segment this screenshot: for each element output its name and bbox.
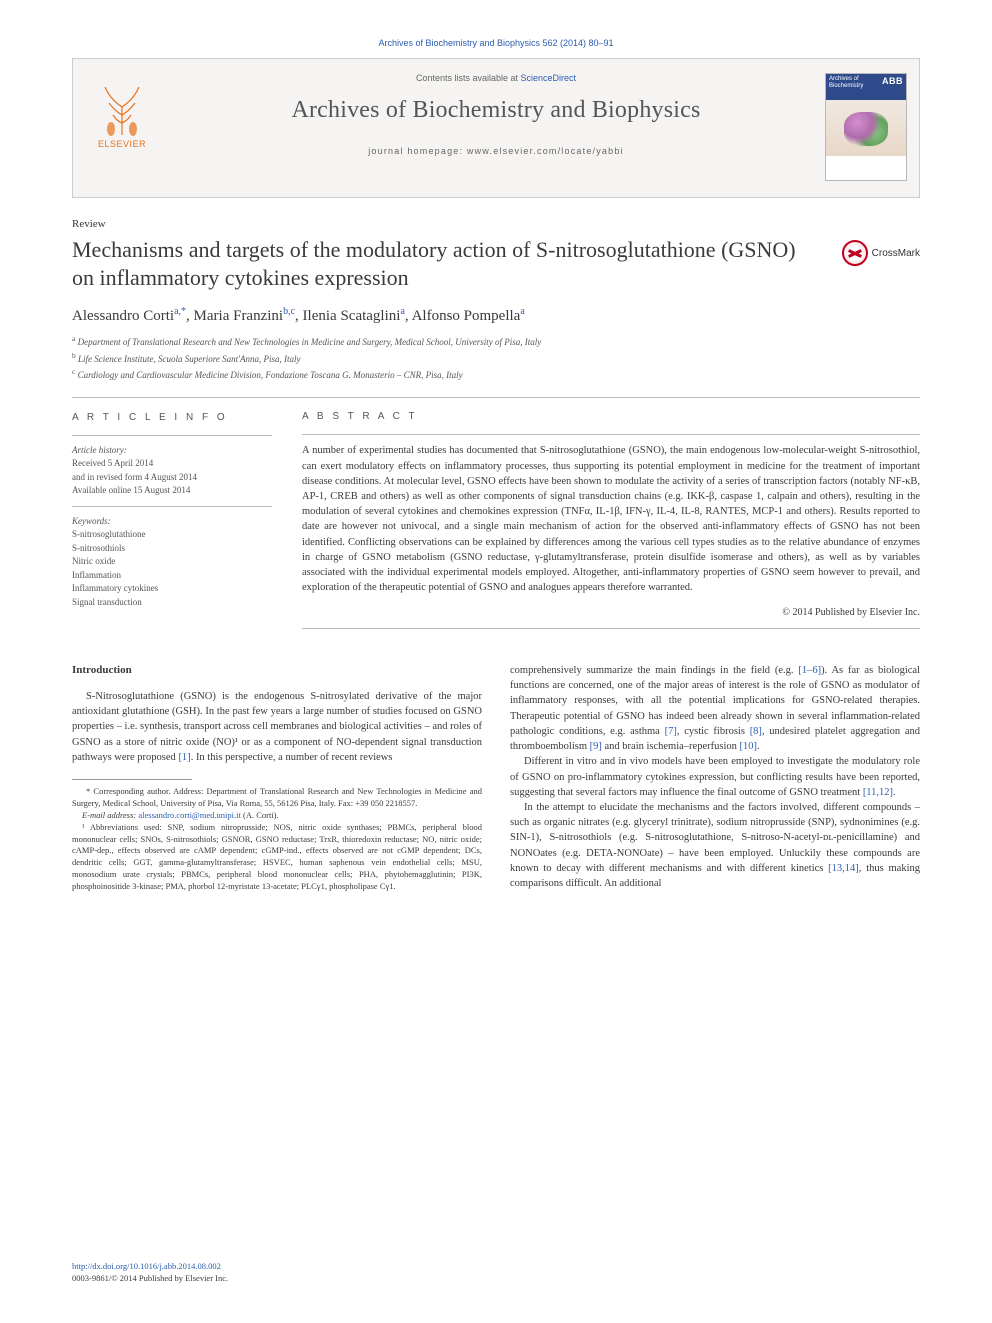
- email-line: E-mail address: alessandro.corti@med.uni…: [72, 810, 482, 822]
- ref-link-11-12[interactable]: [11,12]: [863, 787, 893, 798]
- abstract-copyright: © 2014 Published by Elsevier Inc.: [302, 606, 920, 621]
- elsevier-tree-icon: [95, 77, 149, 137]
- homepage-prefix: journal homepage:: [368, 146, 467, 156]
- ref-link-13-14[interactable]: [13,14]: [828, 863, 859, 874]
- ref-link-7[interactable]: [7]: [665, 726, 677, 737]
- c2p1e: and brain ischemia–reperfusion: [602, 741, 740, 752]
- author-affil-sup: a: [400, 306, 404, 317]
- author-name: Ilenia Scataglini: [303, 308, 401, 324]
- author-name: Alessandro Corti: [72, 308, 174, 324]
- abstract-hr-bottom: [302, 628, 920, 629]
- abstract-text: A number of experimental studies has doc…: [302, 443, 920, 595]
- introduction-heading: Introduction: [72, 663, 482, 679]
- doi-link[interactable]: http://dx.doi.org/10.1016/j.abb.2014.08.…: [72, 1261, 221, 1271]
- col2-p3: In the attempt to elucidate the mechanis…: [510, 800, 920, 891]
- ref-link-1[interactable]: [1]: [178, 752, 190, 763]
- revised-date: and in revised form 4 August 2014: [72, 471, 272, 485]
- email-label: E-mail address:: [82, 810, 138, 820]
- col2-p2: Different in vitro and in vivo models ha…: [510, 754, 920, 800]
- contents-prefix: Contents lists available at: [416, 73, 521, 83]
- ref-link-9[interactable]: [9]: [590, 741, 602, 752]
- footnotes-rule: [72, 779, 192, 780]
- abstract-panel: A B S T R A C T A number of experimental…: [302, 410, 920, 637]
- email-tail: (A. Corti).: [241, 810, 279, 820]
- received-date: Received 5 April 2014: [72, 457, 272, 471]
- article-info-heading: A R T I C L E I N F O: [72, 410, 272, 425]
- info-hr-1: [72, 435, 272, 436]
- keyword-item: Signal transduction: [72, 596, 272, 610]
- issn-line: 0003-9861/© 2014 Published by Elsevier I…: [72, 1273, 228, 1283]
- journal-homepage: journal homepage: www.elsevier.com/locat…: [85, 146, 907, 156]
- elsevier-wordmark: ELSEVIER: [87, 139, 157, 149]
- keyword-item: Inflammatory cytokines: [72, 582, 272, 596]
- affiliation-line: c Cardiology and Cardiovascular Medicine…: [72, 366, 920, 383]
- c2p1f: .: [757, 741, 760, 752]
- corresponding-author: * Corresponding author. Address: Departm…: [72, 786, 482, 810]
- author-name: Maria Franzini: [194, 308, 284, 324]
- crossmark-widget[interactable]: CrossMark: [842, 240, 920, 266]
- abbreviations-footnote: ¹ Abbreviations used: SNP, sodium nitrop…: [72, 822, 482, 893]
- crossmark-label: CrossMark: [872, 248, 920, 259]
- journal-header: ELSEVIER Contents lists available at Sci…: [72, 58, 920, 198]
- keywords-list: S-nitrosoglutathioneS-nitrosothiolsNitri…: [72, 528, 272, 609]
- affiliation-line: b Life Science Institute, Scuola Superio…: [72, 350, 920, 367]
- c2p2a: Different in vitro and in vivo models ha…: [510, 756, 920, 797]
- journal-name: Archives of Biochemistry and Biophysics: [85, 97, 907, 124]
- ref-link-8[interactable]: [8]: [750, 726, 762, 737]
- homepage-url[interactable]: www.elsevier.com/locate/yabbi: [467, 146, 624, 156]
- journal-cover-thumbnail: Archives of Biochemistry ABB: [825, 73, 907, 181]
- intro-p1-b: . In this perspective, a number of recen…: [191, 752, 393, 763]
- abstract-heading: A B S T R A C T: [302, 410, 920, 425]
- affiliations: a Department of Translational Research a…: [72, 333, 920, 383]
- keyword-item: Nitric oxide: [72, 555, 272, 569]
- article-info-panel: A R T I C L E I N F O Article history: R…: [72, 410, 272, 637]
- sciencedirect-link[interactable]: ScienceDirect: [521, 73, 577, 83]
- abstract-hr: [302, 434, 920, 435]
- c2p2b: .: [893, 787, 896, 798]
- top-citation: Archives of Biochemistry and Biophysics …: [72, 38, 920, 48]
- elsevier-logo: ELSEVIER: [87, 77, 157, 149]
- affiliation-line: a Department of Translational Research a…: [72, 333, 920, 350]
- article-type: Review: [72, 218, 920, 230]
- author-affil-sup: b,c: [283, 306, 295, 317]
- cover-line2: Biochemistry: [829, 83, 863, 89]
- author-name: Alfonso Pompella: [412, 308, 521, 324]
- left-column: Introduction S-Nitrosoglutathione (GSNO)…: [72, 663, 482, 893]
- online-date: Available online 15 August 2014: [72, 484, 272, 498]
- page-footer: http://dx.doi.org/10.1016/j.abb.2014.08.…: [72, 1261, 920, 1285]
- author-affil-sup: a,*: [174, 306, 186, 317]
- article-title: Mechanisms and targets of the modulatory…: [72, 236, 842, 292]
- footnotes: * Corresponding author. Address: Departm…: [72, 786, 482, 893]
- author-affil-sup: a: [520, 306, 524, 317]
- intro-paragraph-1: S-Nitrosoglutathione (GSNO) is the endog…: [72, 689, 482, 765]
- history-label: Article history:: [72, 444, 272, 458]
- ref-link-1-6[interactable]: [1–6]: [798, 665, 821, 676]
- keywords-label: Keywords:: [72, 515, 272, 529]
- cover-line1: Archives of: [829, 76, 859, 82]
- info-hr-2: [72, 506, 272, 507]
- contents-available: Contents lists available at ScienceDirec…: [85, 73, 907, 83]
- email-link[interactable]: alessandro.corti@med.unipi.it: [138, 810, 241, 820]
- authors-line: Alessandro Cortia,*, Maria Franzinib,c, …: [72, 306, 920, 325]
- col2-p1: comprehensively summarize the main findi…: [510, 663, 920, 754]
- ref-link-10[interactable]: [10]: [740, 741, 758, 752]
- cover-abb: ABB: [882, 76, 903, 87]
- keyword-item: S-nitrosothiols: [72, 542, 272, 556]
- divider-1: [72, 397, 920, 398]
- keyword-item: S-nitrosoglutathione: [72, 528, 272, 542]
- c2p1c: , cystic fibrosis: [677, 726, 750, 737]
- c2p1a: comprehensively summarize the main findi…: [510, 665, 798, 676]
- keyword-item: Inflammation: [72, 569, 272, 583]
- right-column: comprehensively summarize the main findi…: [510, 663, 920, 893]
- crossmark-icon: [842, 240, 868, 266]
